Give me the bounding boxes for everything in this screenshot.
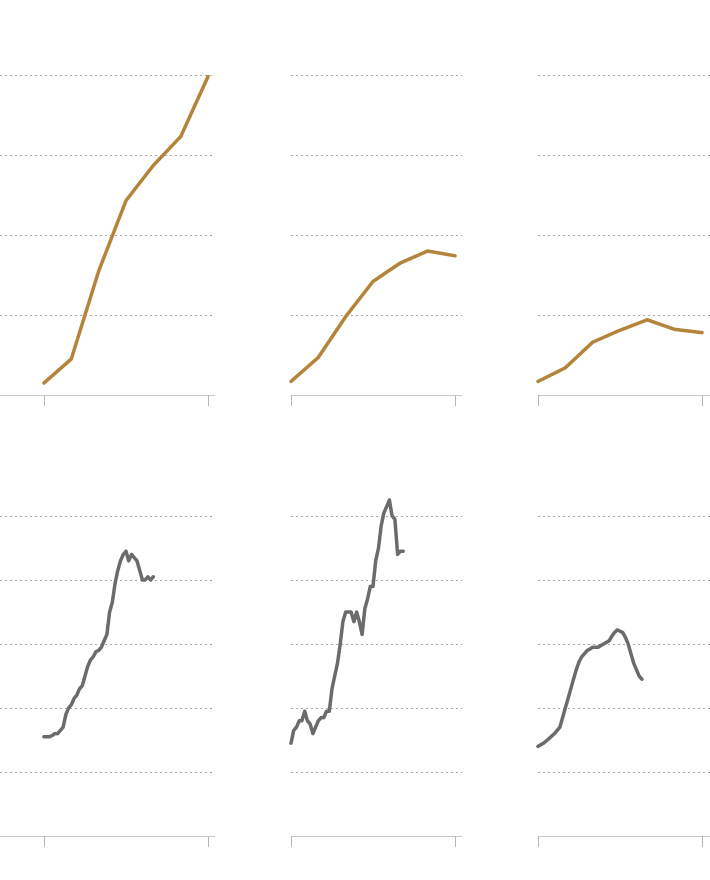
panel-top-left (0, 74, 215, 406)
panel-top-right (536, 75, 710, 406)
series-line-top-left (42, 74, 210, 385)
series-line-bottom-left (42, 549, 156, 739)
panel-bottom-left (0, 516, 215, 847)
series-line-bottom-right (536, 628, 644, 749)
series-line-bottom-middle (289, 498, 405, 745)
series-line-top-right (536, 318, 704, 384)
series-line-top-middle (289, 249, 457, 384)
panel-bottom-right (536, 516, 710, 847)
panel-bottom-middle (289, 498, 462, 847)
panel-top-middle (289, 75, 462, 406)
